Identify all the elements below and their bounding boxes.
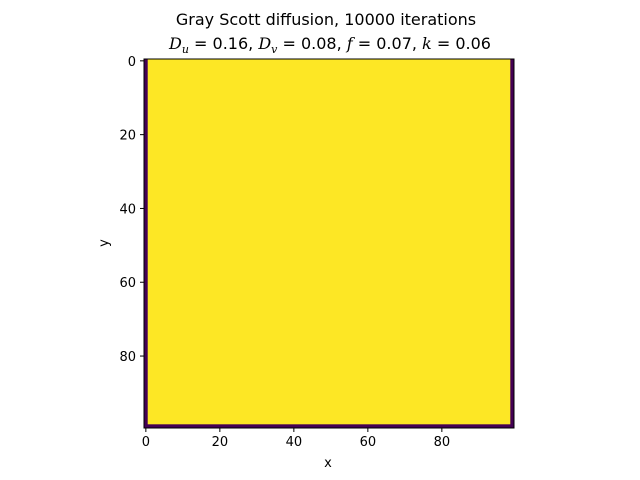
- chart-subtitle: Du = 0.16, Dv = 0.08, f = 0.07, k = 0.06: [168, 34, 491, 56]
- y-tick-label: 80: [119, 350, 136, 365]
- subtitle-du-value: = 0.16,: [189, 34, 258, 53]
- y-tick-label: 20: [119, 129, 136, 144]
- y-axis-ticks: 0 20 40 60 80: [119, 55, 144, 365]
- subtitle-dv-subscript: v: [271, 43, 278, 56]
- y-tick-label: 60: [119, 276, 136, 291]
- x-tick-label: 40: [286, 435, 303, 450]
- y-tick-label: 40: [119, 202, 136, 217]
- chart-title: Gray Scott diffusion, 10000 iterations: [176, 10, 476, 29]
- y-axis-label: y: [97, 239, 112, 247]
- subtitle-du-subscript: u: [182, 43, 189, 56]
- x-tick-label: 0: [142, 435, 150, 450]
- subtitle-f-value: = 0.07,: [353, 34, 422, 53]
- heatmap-cells: [144, 59, 514, 428]
- x-tick-label: 80: [434, 435, 451, 450]
- subtitle-dv-value: = 0.08,: [277, 34, 346, 53]
- x-axis-label: x: [324, 456, 332, 471]
- subtitle-k-value: = 0.06: [432, 34, 491, 53]
- x-tick-label: 20: [212, 435, 229, 450]
- subtitle-dv-symbol: D: [257, 34, 271, 53]
- subtitle-f-symbol: f: [346, 34, 356, 53]
- subtitle-k-symbol: k: [422, 34, 432, 53]
- x-axis-ticks: 0 20 40 60 80: [142, 428, 450, 450]
- plot-frame: [143, 58, 515, 429]
- heatmap-region-interior: [147, 59, 511, 425]
- y-tick-label: 0: [128, 55, 136, 70]
- subtitle-du-symbol: D: [168, 34, 182, 53]
- x-tick-label: 60: [360, 435, 377, 450]
